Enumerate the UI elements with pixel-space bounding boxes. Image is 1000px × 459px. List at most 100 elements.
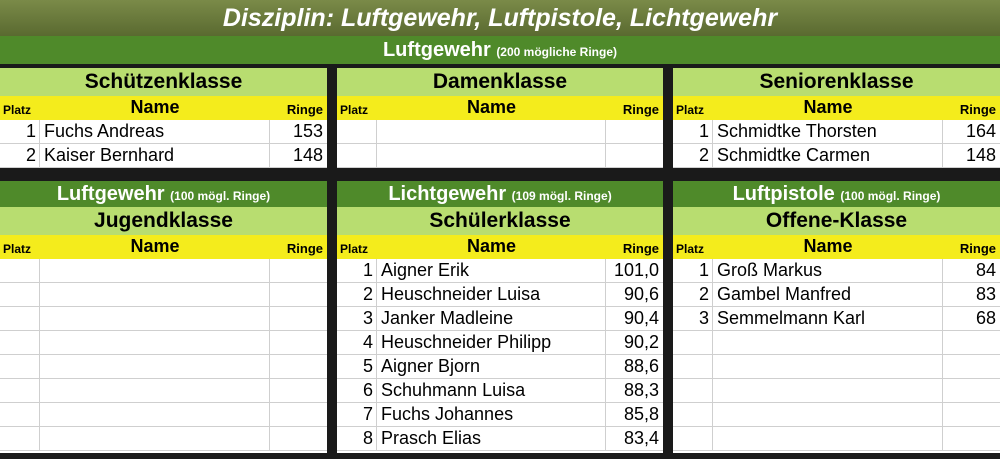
platz-cell: 8	[337, 427, 377, 450]
platz-cell: 1	[673, 120, 713, 143]
platz-cell: 2	[0, 144, 40, 167]
table-row	[0, 307, 327, 331]
ringe-cell	[270, 379, 327, 402]
ringe-cell	[270, 427, 327, 450]
name-cell	[40, 307, 270, 330]
ringe-cell	[943, 331, 1000, 354]
name-cell: Semmelmann Karl	[713, 307, 943, 330]
table-row	[673, 331, 1000, 355]
ringe-cell: 101,0	[613, 260, 659, 280]
table-row: 7 Fuchs Johannes 85,8	[337, 403, 663, 427]
name-cell	[713, 331, 943, 354]
klasse-title: Seniorenklasse	[673, 68, 1000, 96]
ringe-cell: 68	[975, 308, 996, 328]
discipline-label: Lichtgewehr	[388, 183, 507, 205]
panel-offene-klasse: Luftpistole (100 mögl. Ringe) Offene-Kla…	[673, 181, 1000, 453]
ringe-cell: 90,2	[623, 332, 659, 352]
platz-cell	[0, 307, 40, 330]
ringe-header: Ringe	[959, 241, 996, 256]
table-row: 5 Aigner Bjorn 88,6	[337, 355, 663, 379]
name-cell: Fuchs Johannes	[377, 403, 606, 426]
table-row: 8 Prasch Elias 83,4	[337, 427, 663, 451]
name-cell	[713, 379, 943, 402]
panel-schuelerklasse: Lichtgewehr (109 mögl. Ringe) Schülerkla…	[337, 181, 663, 453]
section-header-luftgewehr: Luftgewehr (200 mögliche Ringe)	[0, 36, 1000, 64]
platz-cell: 3	[673, 307, 713, 330]
platz-header: Platz	[676, 242, 705, 256]
column-header: Platz Name Ringe	[337, 96, 663, 120]
name-cell	[40, 427, 270, 450]
discipline-header: Luftpistole (100 mögl. Ringe)	[673, 181, 1000, 207]
name-cell	[713, 427, 943, 450]
discipline-note: (100 mögl. Ringe)	[840, 189, 941, 203]
ringe-cell	[270, 307, 327, 330]
platz-cell	[673, 427, 713, 450]
ringe-cell	[270, 283, 327, 306]
ringe-cell: 83	[975, 284, 996, 304]
name-header: Name	[466, 97, 517, 117]
table-row: 1 Groß Markus 84	[673, 259, 1000, 283]
table-row: 2 Heuschneider Luisa 90,6	[337, 283, 663, 307]
platz-cell	[673, 331, 713, 354]
ringe-cell	[606, 120, 663, 143]
table-row	[337, 120, 663, 144]
table-row	[0, 403, 327, 427]
name-cell: Groß Markus	[713, 259, 943, 282]
platz-cell: 4	[337, 331, 377, 354]
name-cell: Fuchs Andreas	[40, 120, 270, 143]
klasse-title: Damenklasse	[337, 68, 663, 96]
name-header: Name	[130, 97, 180, 117]
platz-cell: 2	[673, 144, 713, 167]
ringe-cell	[943, 379, 1000, 402]
name-cell: Heuschneider Philipp	[377, 331, 606, 354]
platz-cell	[673, 355, 713, 378]
table-row	[0, 283, 327, 307]
discipline-label: Luftpistole	[732, 183, 835, 205]
name-cell: Gambel Manfred	[713, 283, 943, 306]
table-row	[0, 379, 327, 403]
table-row: 1 Schmidtke Thorsten 164	[673, 120, 1000, 144]
result-list	[337, 120, 663, 168]
platz-cell	[0, 355, 40, 378]
column-header: Platz Name Ringe	[673, 235, 1000, 259]
platz-cell: 1	[0, 120, 40, 143]
platz-cell	[0, 259, 40, 282]
ringe-cell	[270, 355, 327, 378]
ringe-header: Ringe	[286, 241, 323, 256]
platz-cell	[0, 379, 40, 402]
name-cell: Heuschneider Luisa	[377, 283, 606, 306]
section-note: (200 mögliche Ringe)	[496, 45, 618, 59]
panel-seniorenklasse: Seniorenklasse Platz Name Ringe 1 Schmidt…	[673, 68, 1000, 168]
platz-header: Platz	[676, 103, 705, 117]
platz-cell	[673, 403, 713, 426]
result-list: 1 Fuchs Andreas 153 2 Kaiser Bernhard 148	[0, 120, 327, 168]
table-row: 6 Schuhmann Luisa 88,3	[337, 379, 663, 403]
platz-header: Platz	[3, 242, 32, 256]
name-cell: Prasch Elias	[377, 427, 606, 450]
name-cell	[40, 379, 270, 402]
table-row	[0, 259, 327, 283]
platz-cell: 1	[673, 259, 713, 282]
name-cell	[40, 283, 270, 306]
ringe-header: Ringe	[622, 241, 659, 256]
name-cell: Janker Madleine	[377, 307, 606, 330]
ringe-cell: 90,6	[623, 284, 659, 304]
platz-cell: 2	[337, 283, 377, 306]
platz-cell	[337, 144, 377, 167]
klasse-title: Jugendklasse	[0, 207, 327, 235]
result-list: 1 Schmidtke Thorsten 164 2 Schmidtke Carmen 1…	[673, 120, 1000, 168]
panel-jugendklasse: Luftgewehr (100 mögl. Ringe) Jugendklass…	[0, 181, 327, 453]
page-title: Disziplin: Luftgewehr, Luftpistole, Lich…	[0, 0, 1000, 36]
platz-cell	[0, 427, 40, 450]
platz-cell	[673, 379, 713, 402]
ringe-cell	[943, 403, 1000, 426]
ringe-cell: 153	[292, 121, 323, 141]
platz-cell	[0, 331, 40, 354]
table-row: 2 Schmidtke Carmen 148	[673, 144, 1000, 168]
name-cell: Aigner Bjorn	[377, 355, 606, 378]
table-row: 4 Heuschneider Philipp 90,2	[337, 331, 663, 355]
table-row	[673, 403, 1000, 427]
name-header: Name	[803, 236, 853, 256]
ringe-header: Ringe	[622, 102, 659, 117]
table-row	[673, 355, 1000, 379]
